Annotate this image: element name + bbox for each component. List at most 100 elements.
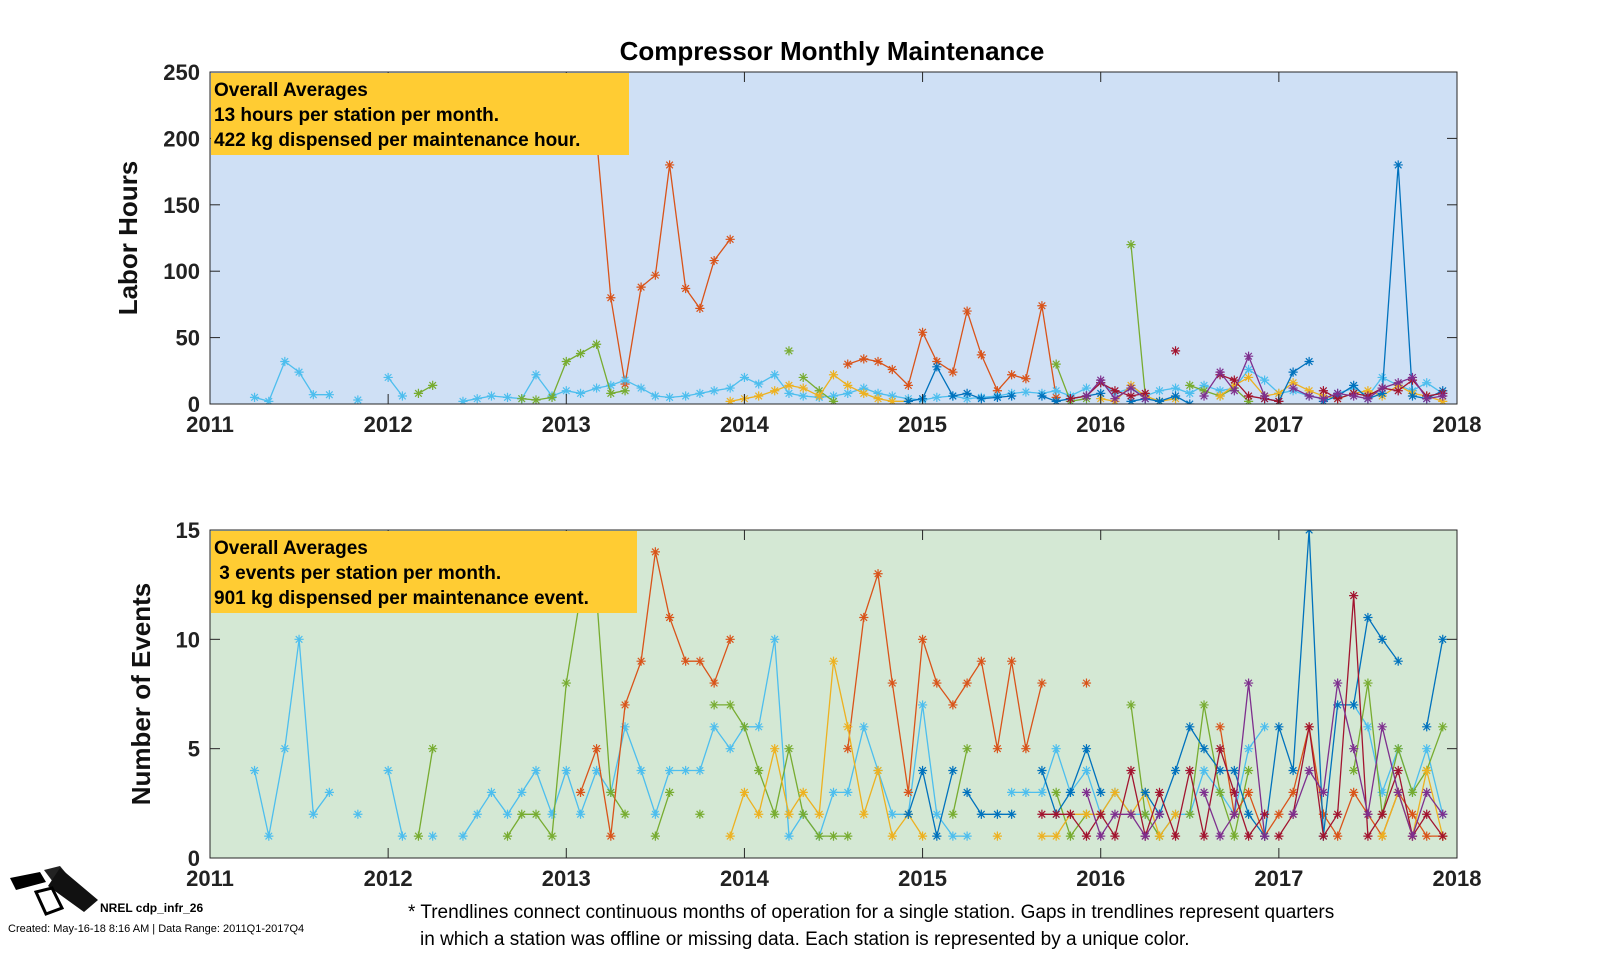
data-point (1199, 700, 1209, 710)
data-point (636, 765, 646, 776)
data-point (1199, 380, 1209, 391)
data-point (1081, 391, 1092, 401)
data-point (620, 386, 630, 396)
data-point (428, 744, 438, 754)
data-point (1422, 378, 1432, 388)
series-27 (962, 787, 1017, 819)
data-point (948, 700, 958, 710)
data-point (828, 396, 839, 404)
data-point (1363, 722, 1373, 732)
data-point (770, 386, 780, 396)
x-tick-label: 2018 (1433, 866, 1482, 891)
data-point (1333, 831, 1343, 841)
data-point (976, 394, 986, 404)
data-point (1422, 722, 1432, 732)
data-point (1170, 765, 1181, 776)
data-point (1110, 787, 1120, 797)
data-point (1051, 831, 1061, 841)
data-point (1081, 678, 1092, 688)
data-point (843, 831, 853, 841)
data-point (1349, 700, 1359, 710)
y-tick-label: 0 (188, 392, 200, 417)
series-3 (249, 356, 334, 404)
data-point (1154, 396, 1165, 404)
data-point (1110, 809, 1120, 819)
series-34 (1199, 678, 1270, 841)
data-point (725, 234, 735, 244)
data-point (932, 678, 942, 688)
data-point (843, 388, 853, 398)
data-point (709, 386, 719, 396)
data-point (561, 678, 571, 688)
chart-panel-1: 2011 2012 2013 2014 2015 2016 2017 2018 0 50 100 15… (113, 60, 1481, 437)
data-point (1318, 809, 1328, 819)
plot-frame (209, 71, 1458, 405)
series-layer (249, 133, 1448, 404)
data-point (932, 362, 942, 372)
annotation-line-3: 901 kg dispensed per maintenance event. (214, 588, 589, 609)
data-point (1199, 765, 1209, 776)
data-point (1393, 386, 1403, 396)
data-point (798, 391, 808, 401)
data-point (1229, 809, 1239, 819)
data-point (1007, 370, 1017, 380)
y-axis-label: Labor Hours (113, 161, 143, 316)
data-point (1288, 383, 1298, 393)
data-point (517, 394, 527, 404)
data-point (1318, 394, 1328, 404)
series-line (1085, 792, 1161, 838)
data-point (1215, 386, 1225, 396)
data-point (1274, 809, 1284, 819)
data-point (1304, 391, 1314, 401)
data-point (1126, 383, 1136, 393)
annotation-line-1: Overall Averages (214, 80, 368, 101)
data-point (397, 391, 407, 401)
data-point (1051, 386, 1061, 396)
data-point (1170, 391, 1181, 401)
data-point (1363, 678, 1373, 688)
data-point (784, 831, 794, 841)
data-point (1422, 831, 1432, 841)
data-point (620, 700, 630, 710)
series-11 (695, 809, 705, 819)
data-point (873, 394, 883, 404)
data-point (650, 809, 660, 819)
y-tick-label: 100 (163, 259, 200, 284)
data-point (1393, 744, 1403, 754)
data-point (1229, 831, 1239, 841)
data-point (650, 270, 660, 280)
data-point (665, 392, 675, 402)
series-layer (249, 530, 1448, 841)
data-point (887, 678, 897, 688)
data-point (1051, 396, 1061, 404)
data-point (1126, 240, 1136, 250)
series-20 (1126, 391, 1195, 404)
data-point (383, 372, 393, 383)
data-point (1199, 744, 1209, 754)
data-point (962, 787, 972, 797)
data-point (1170, 809, 1181, 819)
y-tick-label: 200 (163, 126, 200, 151)
data-point (1393, 656, 1403, 666)
data-point (962, 306, 972, 316)
data-point (962, 394, 972, 404)
data-point (308, 809, 318, 819)
series-3 (383, 765, 407, 841)
data-point (725, 634, 735, 644)
data-point (1199, 391, 1209, 401)
data-point (948, 367, 958, 377)
data-point (1096, 809, 1106, 819)
data-point (770, 744, 780, 754)
x-tick-label: 2016 (1076, 866, 1125, 891)
data-point (620, 722, 630, 732)
data-point (1140, 787, 1150, 797)
data-point (1037, 831, 1047, 841)
data-point (1377, 831, 1387, 841)
plot-frame (209, 529, 1458, 859)
data-point (1199, 831, 1209, 841)
data-point (575, 809, 586, 819)
data-point (992, 809, 1002, 819)
data-point (1377, 787, 1387, 797)
data-point (413, 388, 424, 398)
